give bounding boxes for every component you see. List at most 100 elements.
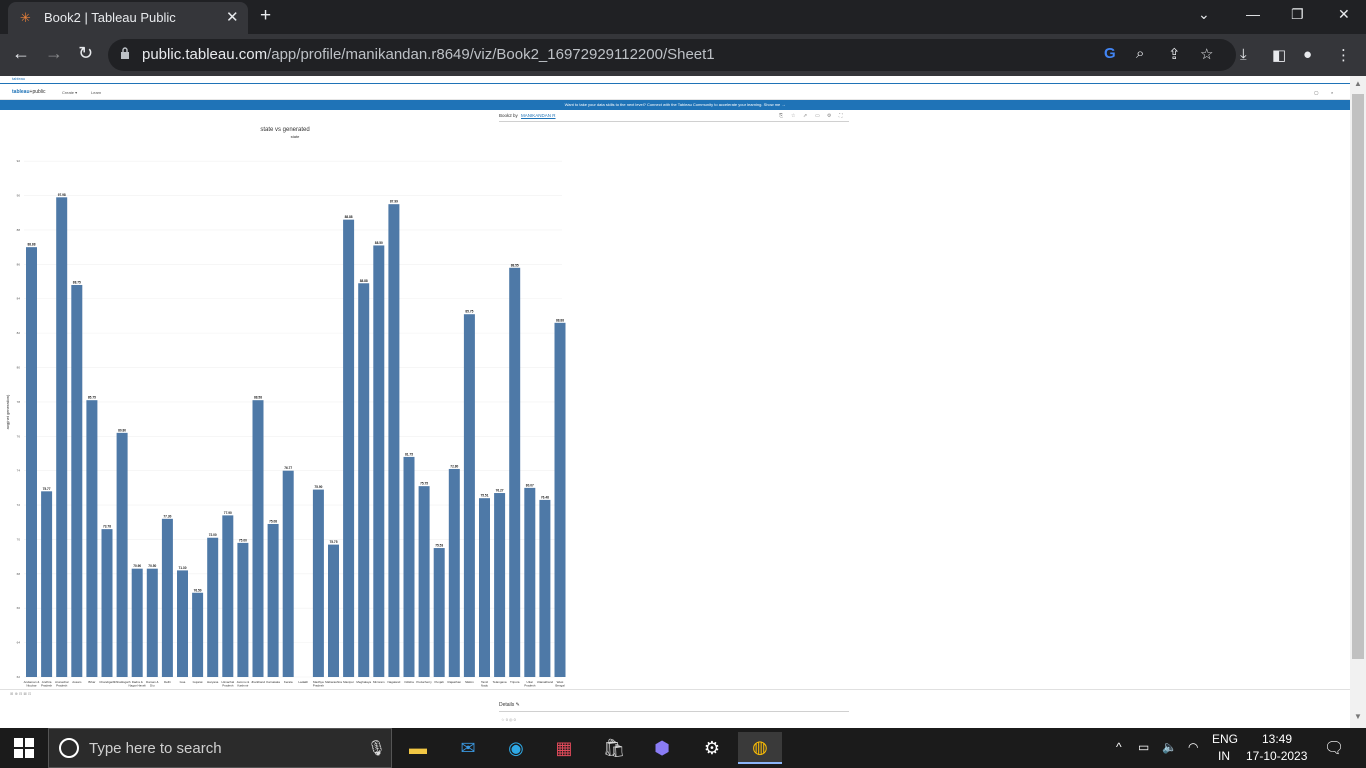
bar[interactable]: [131, 568, 143, 677]
bar[interactable]: [267, 523, 279, 677]
bar[interactable]: [463, 314, 475, 677]
chrome-icon[interactable]: ◍: [738, 732, 782, 764]
zoom-icon[interactable]: ⌕: [1136, 45, 1145, 62]
bar[interactable]: [282, 470, 294, 677]
bar[interactable]: [554, 322, 566, 677]
bar-value-label: 72.80: [450, 464, 458, 468]
bar[interactable]: [161, 518, 173, 677]
bar[interactable]: [524, 487, 536, 677]
bookmark-star-icon[interactable]: ☆: [1200, 46, 1214, 63]
bar[interactable]: [101, 529, 113, 677]
microphone-icon[interactable]: 🎙: [367, 740, 387, 757]
mail-icon[interactable]: ✉: [460, 737, 476, 758]
bar[interactable]: [403, 456, 415, 677]
settings-gear-icon[interactable]: ⚙: [703, 737, 721, 758]
language-bottom[interactable]: IN: [1218, 749, 1230, 763]
app-icon[interactable]: ▦: [555, 737, 573, 758]
new-tab-button[interactable]: +: [260, 5, 272, 26]
clock-date[interactable]: 17-10-2023: [1246, 749, 1308, 763]
edge-icon[interactable]: ◉: [508, 737, 524, 758]
bar[interactable]: [207, 537, 219, 677]
address-bar[interactable]: public.tableau.com/app/profile/manikanda…: [108, 39, 1236, 71]
scroll-up-icon[interactable]: ▲: [1354, 79, 1362, 88]
fullscreen-icon[interactable]: ⛶: [839, 113, 843, 119]
bar-chart[interactable]: state vs generated state avg(net generat…: [0, 122, 1350, 689]
notifications-icon[interactable]: 🗨: [1324, 740, 1345, 757]
bar[interactable]: [116, 432, 128, 677]
tray-expand-icon[interactable]: ^: [1116, 740, 1122, 754]
bar[interactable]: [312, 489, 324, 677]
bar-value-label: 75.00: [239, 538, 247, 542]
viz-author-link[interactable]: MANIKANDAN R: [521, 113, 556, 118]
bar[interactable]: [252, 400, 264, 677]
copilot-icon[interactable]: ⬢: [654, 737, 670, 758]
taskbar-search[interactable]: Type here to search 🎙: [48, 728, 392, 768]
windows-start-icon[interactable]: [14, 738, 34, 758]
back-icon[interactable]: ←: [12, 43, 30, 63]
bar[interactable]: [71, 284, 83, 677]
tableau-public-logo[interactable]: tableau+public: [12, 89, 46, 95]
clock-time[interactable]: 13:49: [1262, 732, 1293, 746]
restore-icon[interactable]: ❐: [1291, 6, 1304, 22]
bar[interactable]: [237, 542, 249, 677]
bar[interactable]: [86, 400, 98, 677]
google-lens-icon[interactable]: G: [1104, 45, 1116, 62]
settings-icon[interactable]: ⚙: [827, 113, 832, 119]
bar[interactable]: [26, 247, 37, 677]
download-icon[interactable]: ⤓: [1240, 46, 1247, 63]
tab-search-icon[interactable]: ⌄: [1198, 6, 1210, 22]
battery-icon[interactable]: ▭: [1138, 740, 1150, 754]
tab-close-icon[interactable]: ✕: [226, 9, 239, 26]
details-section[interactable]: Details ✎: [499, 702, 849, 712]
bar-value-label: 97.98: [58, 193, 66, 197]
wifi-icon[interactable]: ◠: [1188, 740, 1199, 754]
bar[interactable]: [418, 486, 430, 677]
bar[interactable]: [56, 197, 68, 678]
bar[interactable]: [479, 498, 490, 677]
bar[interactable]: [539, 499, 551, 677]
bar[interactable]: [222, 515, 234, 677]
browser-tab[interactable]: ✳ Book2 | Tableau Public ✕: [8, 2, 248, 34]
bar[interactable]: [192, 592, 204, 677]
side-panel-icon[interactable]: ◧: [1272, 47, 1287, 64]
bar-value-label: 75.75: [330, 540, 338, 544]
forward-icon[interactable]: →: [45, 43, 63, 63]
tableau-search-icon[interactable]: ⌕: [1331, 90, 1334, 95]
favorite-icon[interactable]: ☆: [791, 113, 796, 119]
file-explorer-icon[interactable]: ▬: [409, 737, 427, 758]
close-window-icon[interactable]: ✕: [1338, 6, 1350, 22]
url-text[interactable]: public.tableau.com/app/profile/manikanda…: [142, 46, 715, 63]
bars[interactable]: [26, 197, 566, 678]
bar[interactable]: [509, 267, 521, 677]
bar[interactable]: [41, 491, 53, 677]
reload-icon[interactable]: ↻: [78, 43, 94, 63]
user-avatar-icon[interactable]: ◯: [1314, 90, 1319, 95]
bar[interactable]: [433, 548, 445, 677]
bar[interactable]: [494, 493, 506, 677]
nav-create[interactable]: Create ▾: [62, 90, 78, 95]
x-category-label: Delhi: [164, 680, 171, 684]
bar[interactable]: [343, 219, 355, 677]
bar[interactable]: [373, 245, 385, 677]
scroll-down-icon[interactable]: ▼: [1354, 712, 1362, 721]
bar[interactable]: [146, 568, 158, 677]
device-icon[interactable]: ▭: [815, 113, 820, 119]
nav-learn[interactable]: Learn: [91, 90, 102, 95]
bar[interactable]: [358, 283, 370, 677]
bar[interactable]: [448, 468, 460, 677]
profile-icon[interactable]: ●: [1303, 46, 1313, 63]
menu-icon[interactable]: ⋮: [1336, 47, 1351, 64]
share-icon[interactable]: ⇪: [1168, 46, 1181, 63]
page-scrollbar[interactable]: ▲ ▼: [1350, 76, 1366, 728]
language-top[interactable]: ENG: [1212, 732, 1239, 746]
bar[interactable]: [177, 570, 188, 677]
community-banner[interactable]: Want to take your data skills to the nex…: [0, 100, 1350, 110]
volume-icon[interactable]: 🔈: [1162, 740, 1177, 754]
minimize-icon[interactable]: —: [1246, 6, 1260, 22]
copy-icon[interactable]: ⎘: [779, 113, 784, 119]
store-icon[interactable]: 🛍: [602, 737, 626, 758]
bar[interactable]: [388, 204, 400, 677]
bar[interactable]: [328, 544, 339, 677]
scroll-thumb[interactable]: [1352, 94, 1364, 659]
viz-share-icon[interactable]: ⇗: [803, 113, 808, 119]
